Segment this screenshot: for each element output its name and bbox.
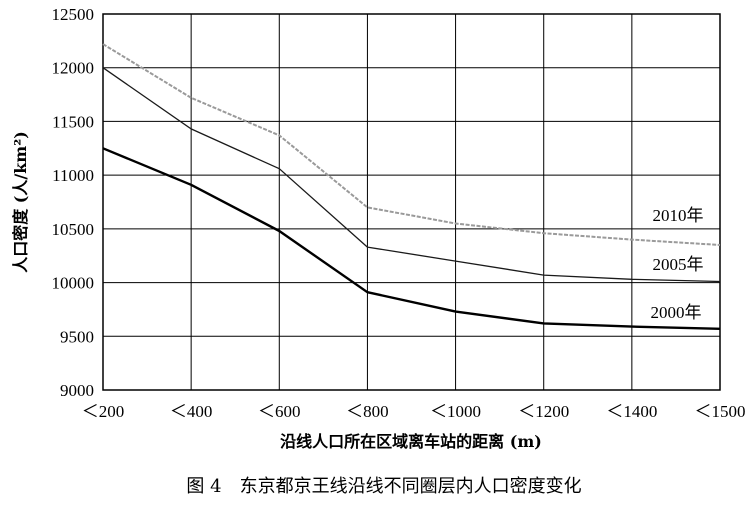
x-tick-label: ＜400 — [170, 402, 213, 421]
y-axis-title: 人口密度 (人/km²) — [11, 131, 30, 273]
x-axis-title: 沿线人口所在区域离车站的距离 (m) — [280, 432, 542, 451]
series-line-2010 — [102, 43, 721, 246]
y-axis-tick-labels: 9000 9500 10000 10500 11000 11500 12000 12500 — [52, 5, 95, 400]
y-tick-label: 10000 — [52, 274, 95, 293]
x-tick-label: ＜1500 — [695, 402, 746, 421]
grid-lines — [103, 13, 720, 391]
y-tick-label: 9500 — [60, 327, 94, 346]
series-labels: 2010年 2005年 2000年 — [651, 206, 704, 322]
series-label-2000: 2000年 — [651, 303, 702, 322]
x-tick-label: ＜800 — [346, 402, 389, 421]
y-tick-label: 11000 — [52, 166, 94, 185]
series-label-2010: 2010年 — [653, 206, 704, 225]
plot-area-frame — [102, 13, 721, 391]
series-line-2005 — [102, 67, 721, 283]
series-label-2005: 2005年 — [653, 255, 704, 274]
x-tick-label: ＜1000 — [430, 402, 481, 421]
y-tick-label: 9000 — [60, 381, 94, 400]
y-tick-label: 12500 — [52, 5, 95, 24]
x-axis-tick-labels: ＜200 ＜400 ＜600 ＜800 ＜1000 ＜1200 ＜1400 ＜1500 — [82, 402, 746, 421]
x-tick-label: ＜200 — [82, 402, 125, 421]
x-tick-label: ＜600 — [258, 402, 301, 421]
y-tick-label: 12000 — [52, 59, 95, 78]
series-line-2000 — [102, 147, 721, 330]
series-lines — [102, 43, 721, 330]
x-tick-label: ＜1400 — [606, 402, 657, 421]
x-tick-label: ＜1200 — [518, 402, 569, 421]
figure-caption: 图 4 东京都京王线沿线不同圈层内人口密度变化 — [186, 476, 581, 497]
y-tick-label: 11500 — [52, 112, 94, 131]
y-tick-label: 10500 — [52, 220, 95, 239]
